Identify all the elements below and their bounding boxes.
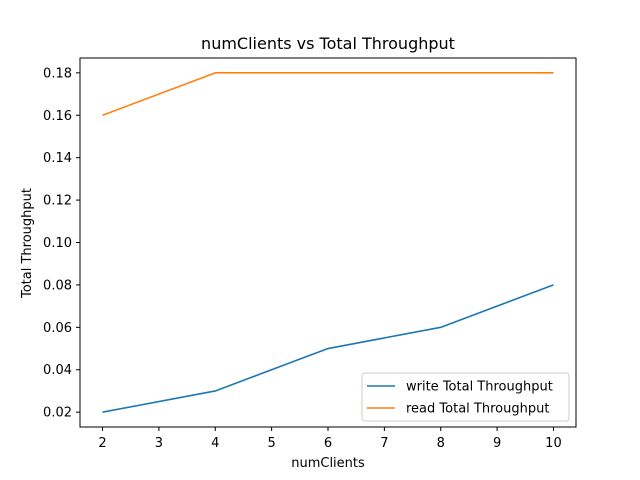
series-line-read [102, 72, 554, 117]
x-tick-label: 9 [493, 436, 501, 451]
y-tick-label: 0.16 [43, 109, 72, 124]
x-tick-label: 7 [380, 436, 388, 451]
y-tick-label: 0.06 [43, 321, 72, 336]
y-axis: 0.02 0.04 0.06 0.08 0.10 0.12 0.14 0.16 0.18 [43, 66, 80, 421]
x-tick-label: 3 [155, 436, 163, 451]
x-tick-label: 6 [324, 436, 332, 451]
x-axis-label: numClients [291, 456, 365, 471]
y-tick-label: 0.08 [43, 278, 72, 293]
legend-label: write Total Throughput [406, 380, 553, 395]
x-tick-label: 2 [98, 436, 106, 451]
legend-label: read Total Throughput [406, 402, 549, 417]
x-tick-label: 8 [437, 436, 445, 451]
y-tick-label: 0.04 [43, 363, 72, 378]
x-tick-label: 5 [267, 436, 275, 451]
plot-frame [79, 57, 577, 428]
legend-box [361, 372, 570, 422]
chart-title: numClients vs Total Throughput [201, 34, 455, 53]
y-tick-label: 0.18 [43, 66, 72, 81]
x-tick-label: 10 [545, 436, 562, 451]
y-tick-label: 0.02 [43, 406, 72, 421]
y-tick-label: 0.10 [43, 236, 72, 251]
y-tick-label: 0.12 [43, 194, 72, 209]
legend: write Total Throughput read Total Through… [361, 372, 570, 422]
x-axis: 2 3 4 5 6 7 8 9 10 [98, 427, 562, 451]
series-lines [102, 72, 554, 413]
series-line-write [102, 284, 554, 413]
x-tick-label: 4 [211, 436, 219, 451]
plot-area [79, 57, 577, 428]
y-tick-label: 0.14 [43, 151, 72, 166]
y-axis-label: Total Throughput [20, 188, 35, 299]
